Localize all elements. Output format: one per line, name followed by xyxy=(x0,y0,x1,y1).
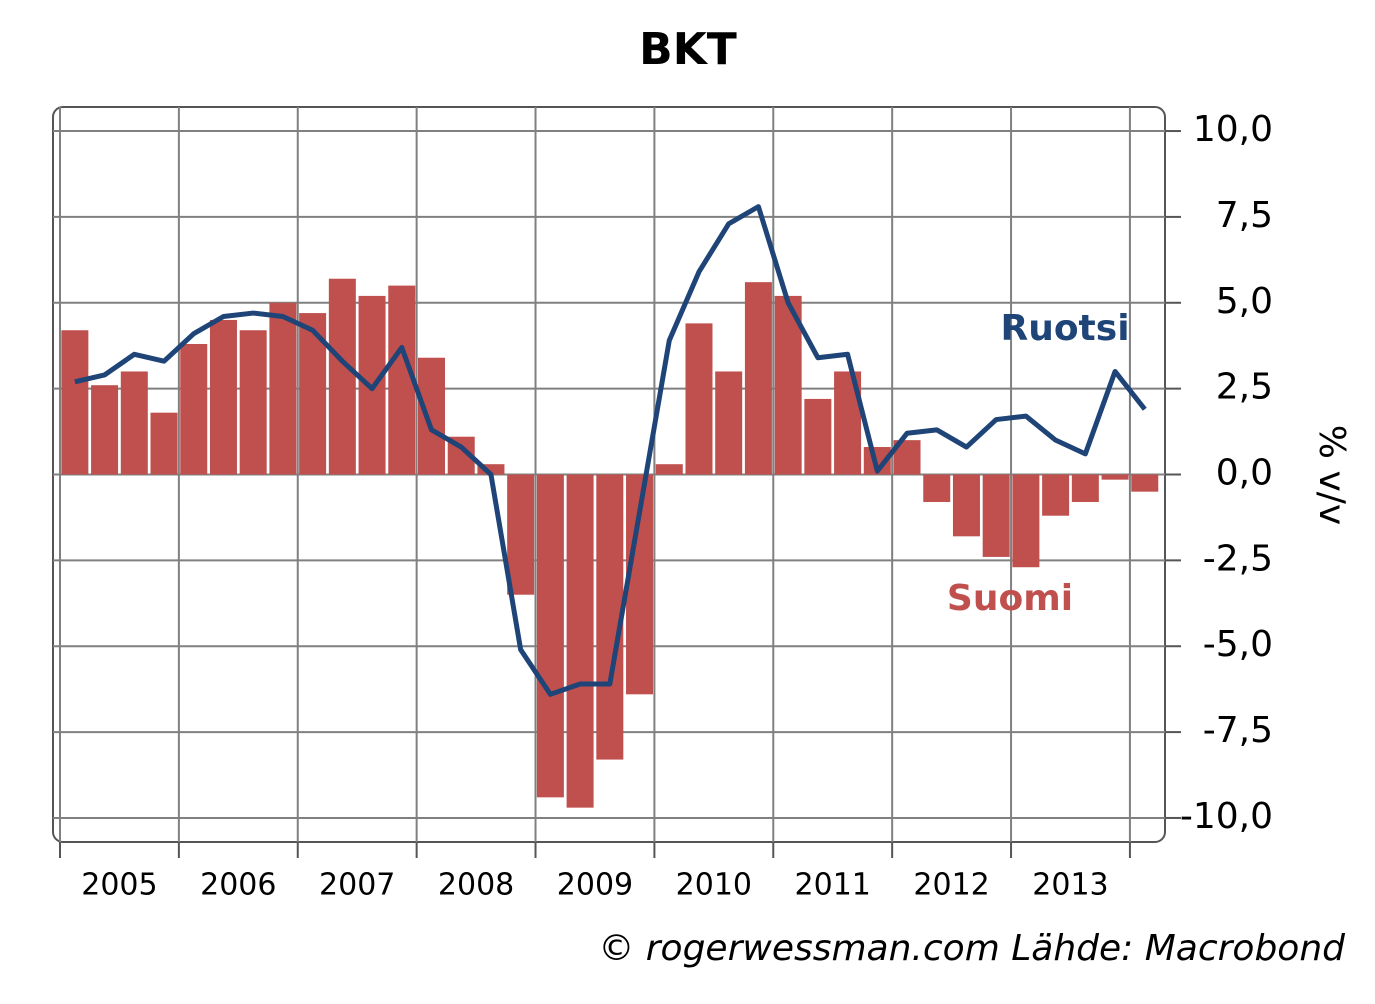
y-tick-label: 5,0 xyxy=(1216,281,1273,322)
bar xyxy=(239,330,267,475)
y-tick-label: 10,0 xyxy=(1193,109,1273,150)
bar xyxy=(685,323,713,475)
y-tick-label: 7,5 xyxy=(1216,195,1273,236)
x-tick-label: 2008 xyxy=(438,868,514,903)
bar xyxy=(1012,474,1040,568)
bar xyxy=(804,398,832,475)
bar xyxy=(61,330,89,475)
bar xyxy=(1042,474,1070,516)
y-tick-label: 2,5 xyxy=(1216,367,1273,408)
series-label: Ruotsi xyxy=(1000,308,1129,349)
bar xyxy=(952,474,980,537)
chart-title: BKT xyxy=(639,24,737,75)
bar xyxy=(596,474,624,760)
bar xyxy=(388,285,416,475)
bar xyxy=(209,319,237,475)
bar xyxy=(91,385,119,475)
bar xyxy=(477,464,505,475)
x-tick-label: 2007 xyxy=(319,868,395,903)
bar xyxy=(923,474,951,502)
bar xyxy=(566,474,594,808)
bar xyxy=(328,278,356,475)
y-tick-label: 0,0 xyxy=(1216,453,1273,494)
bar xyxy=(180,343,208,475)
x-tick-label: 2006 xyxy=(200,868,276,903)
bar xyxy=(1101,474,1129,480)
source: © rogerwessman.com Lähde: Macrobond xyxy=(598,928,1346,969)
bar xyxy=(744,282,772,475)
bar xyxy=(1131,474,1159,492)
x-tick-label: 2012 xyxy=(913,868,989,903)
series-label: Suomi xyxy=(947,578,1073,619)
bar xyxy=(507,474,535,595)
bar xyxy=(418,357,445,475)
bar xyxy=(982,474,1010,557)
x-tick-label: 2013 xyxy=(1032,868,1108,903)
bar xyxy=(120,371,148,475)
x-tick-label: 2009 xyxy=(557,868,633,903)
y-tick-label: -5,0 xyxy=(1203,624,1273,665)
bar xyxy=(536,474,564,798)
y-tick-label: -10,0 xyxy=(1180,796,1273,837)
bar xyxy=(269,302,297,475)
y-tick-label: -7,5 xyxy=(1203,710,1273,751)
bar xyxy=(1071,474,1099,502)
x-tick-label: 2010 xyxy=(676,868,752,903)
bar xyxy=(715,371,743,475)
y-tick-label: -2,5 xyxy=(1203,538,1273,579)
bar xyxy=(774,295,802,475)
bar xyxy=(150,412,178,475)
x-tick-label: 2005 xyxy=(81,868,157,903)
line xyxy=(74,204,1147,697)
y-axis-label: % v/v xyxy=(1311,425,1352,525)
bar xyxy=(655,464,683,475)
x-tick-label: 2011 xyxy=(795,868,871,903)
